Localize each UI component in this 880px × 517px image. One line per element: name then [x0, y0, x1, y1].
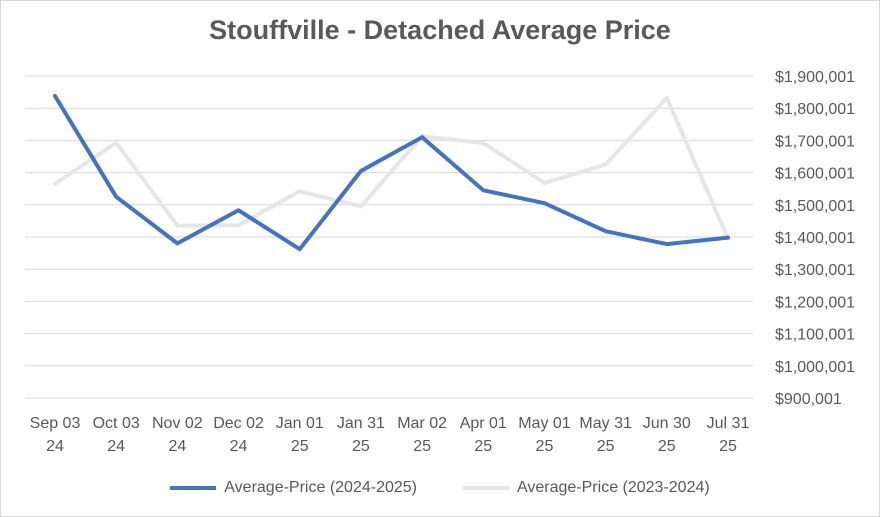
series-line-1 — [53, 94, 730, 252]
x-tick-label: Jun 30 — [643, 415, 691, 432]
chart-title: Stouffville - Detached Average Price — [209, 15, 671, 45]
series-line-2 — [53, 95, 730, 241]
x-tick-label: Nov 02 — [152, 415, 203, 432]
y-tick-label: $1,200,001 — [775, 294, 855, 311]
x-tick-label: Jan 01 — [276, 415, 324, 432]
x-tick-label-year: 24 — [46, 438, 64, 455]
y-tick-label: $1,400,001 — [775, 230, 855, 247]
legend-swatch-series-1 — [170, 486, 217, 490]
x-tick-label-year: 25 — [474, 438, 492, 455]
x-tick-label-year: 24 — [230, 438, 248, 455]
y-tick-label: $1,500,001 — [775, 198, 855, 215]
x-tick-label-year: 25 — [658, 438, 676, 455]
x-tick-label-year: 25 — [291, 438, 309, 455]
legend-swatch-series-2 — [463, 486, 509, 490]
legend: Average-Price (2024-2025) Average-Price … — [1, 479, 879, 497]
x-tick-label-year: 25 — [536, 438, 554, 455]
legend-label-series-1: Average-Price (2024-2025) — [224, 479, 417, 496]
x-tick-label-year: 24 — [107, 438, 125, 455]
legend-label-series-2: Average-Price (2023-2024) — [517, 479, 710, 496]
x-tick-label: Oct 03 — [93, 415, 140, 432]
x-tick-label: May 01 — [518, 415, 571, 432]
y-tick-label: $1,300,001 — [775, 262, 855, 279]
x-tick-label: Dec 02 — [213, 415, 264, 432]
y-tick-label: $900,001 — [775, 391, 842, 408]
x-tick-label-year: 25 — [352, 438, 370, 455]
x-tick-label: May 31 — [579, 415, 632, 432]
y-tick-label: $1,600,001 — [775, 166, 855, 183]
y-tick-label: $1,700,001 — [775, 133, 855, 150]
x-tick-label: Jan 31 — [337, 415, 385, 432]
x-tick-label: Mar 02 — [397, 415, 447, 432]
x-tick-label: Apr 01 — [460, 415, 507, 432]
x-tick-label-year: 25 — [413, 438, 431, 455]
x-tick-label: Jul 31 — [707, 415, 750, 432]
legend-item-series-2: Average-Price (2023-2024) — [463, 479, 710, 497]
y-tick-label: $1,900,001 — [775, 69, 855, 86]
y-tick-label: $1,800,001 — [775, 101, 855, 118]
x-tick-label-year: 25 — [597, 438, 615, 455]
y-tick-label: $1,000,001 — [775, 359, 855, 376]
y-tick-label: $1,100,001 — [775, 327, 855, 344]
x-tick-label-year: 25 — [719, 438, 737, 455]
legend-item-series-1: Average-Price (2024-2025) — [170, 479, 417, 497]
x-tick-label-year: 24 — [168, 438, 186, 455]
x-tick-label: Sep 03 — [30, 415, 81, 432]
